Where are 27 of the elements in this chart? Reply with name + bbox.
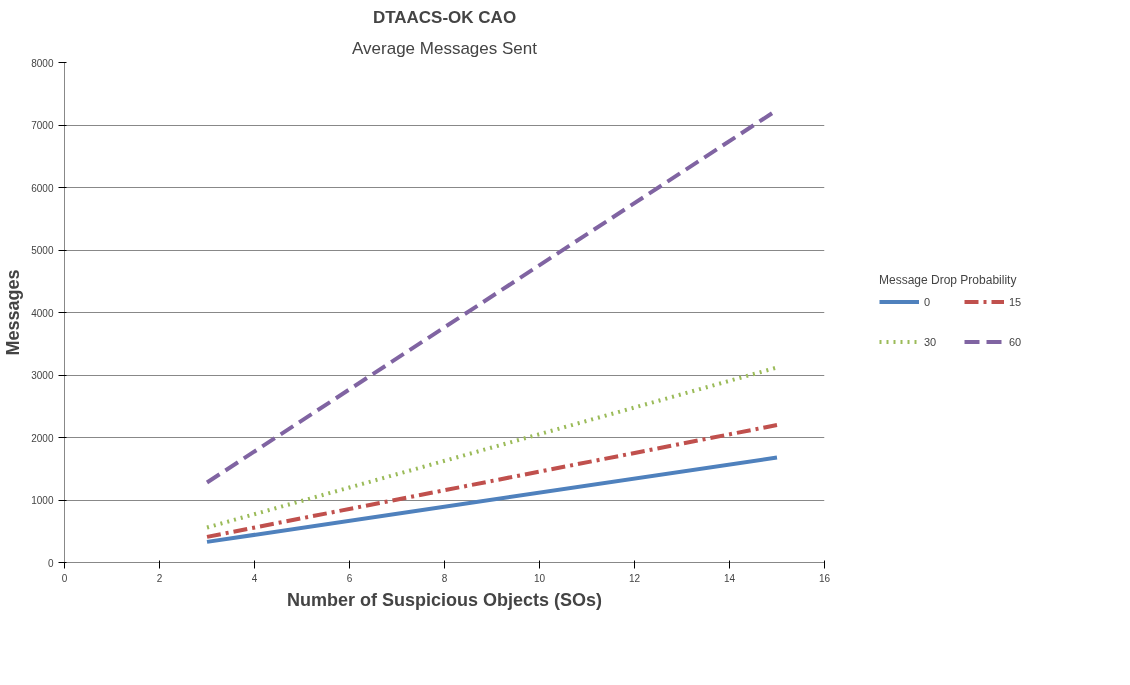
chart-subtitle: Average Messages Sent: [352, 38, 538, 58]
y-tick-label: 2000: [31, 432, 54, 444]
legend-label: 60: [1009, 335, 1023, 348]
x-tick-label: 4: [251, 572, 258, 584]
y-tick-label: 4000: [31, 307, 54, 319]
y-tick-label: 7000: [31, 120, 54, 131]
legend-label: 15: [1009, 295, 1023, 308]
legend-title: Message Drop Probability: [879, 272, 1018, 287]
y-tick-label: 8000: [31, 57, 54, 69]
chart-title: DTAACS-OK CAO: [372, 7, 517, 27]
legend-label: 0: [924, 295, 932, 308]
x-tick-label: 10: [533, 572, 546, 584]
y-tick-label: 6000: [31, 182, 54, 194]
y-tick-label: 5000: [31, 245, 54, 256]
y-tick-label: 3000: [31, 370, 54, 381]
y-axis-title: Messages: [3, 269, 24, 356]
x-tick-label: 12: [628, 572, 641, 584]
x-tick-label: 0: [61, 572, 68, 584]
x-tick-label: 8: [441, 572, 448, 584]
y-tick-label: 1000: [31, 495, 54, 506]
y-tick-label: 0: [47, 557, 54, 569]
legend-label: 30: [924, 335, 938, 348]
x-tick-label: 14: [723, 572, 736, 584]
x-axis-title: Number of Suspicious Objects (SOs): [286, 589, 603, 610]
x-tick-label: 16: [818, 572, 831, 584]
x-tick-label: 6: [346, 572, 353, 584]
x-tick-label: 2: [156, 572, 163, 584]
